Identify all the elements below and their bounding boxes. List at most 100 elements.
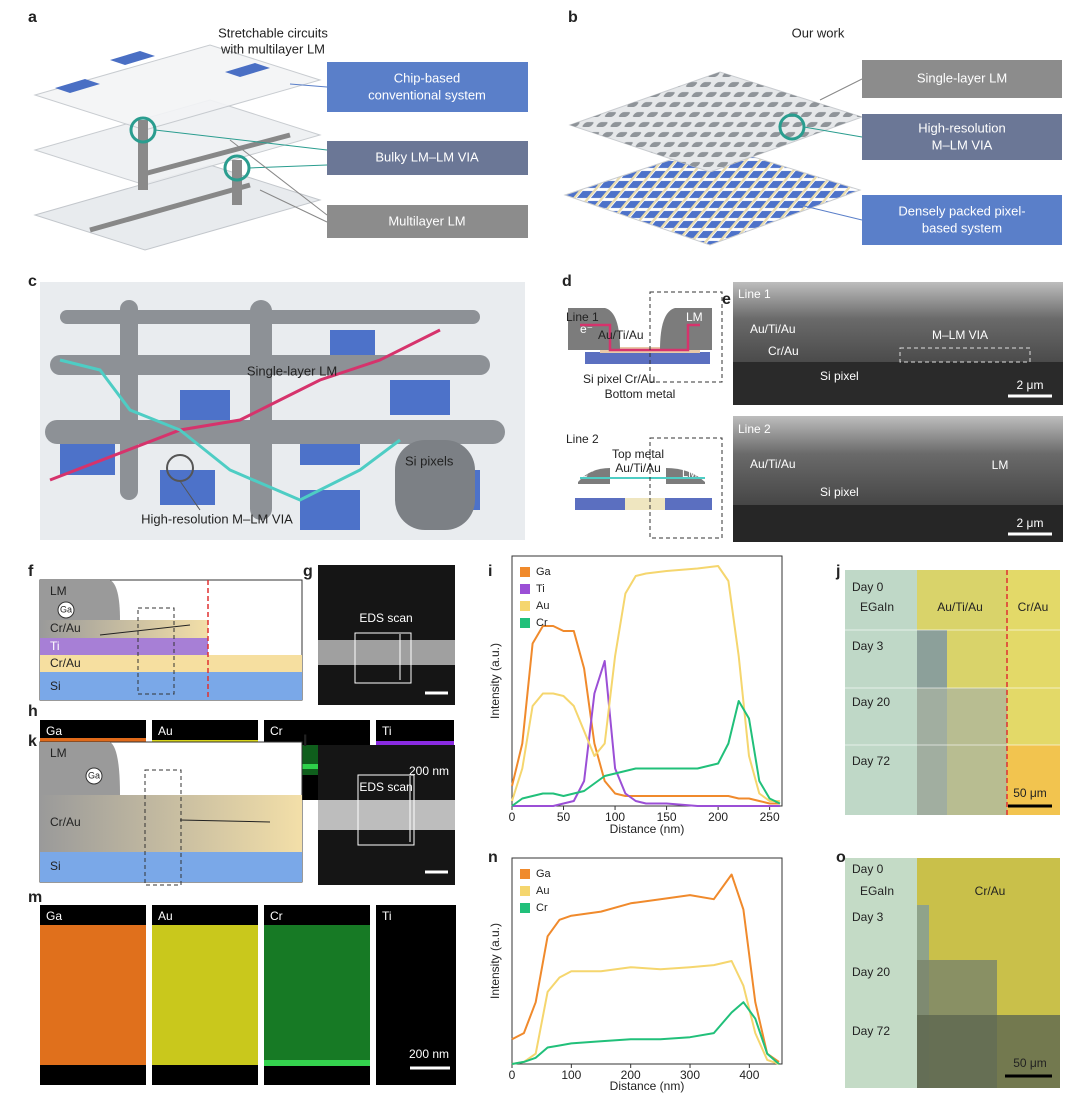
chip [225, 63, 270, 77]
arrow [179, 819, 271, 823]
label: Chip-based [394, 70, 461, 85]
via [232, 160, 242, 205]
legend-swatch [520, 903, 530, 913]
map-signal [264, 1060, 370, 1066]
cr-au-top [40, 620, 208, 638]
label: Day 0 [852, 862, 884, 876]
series-line [511, 1001, 780, 1065]
legend-swatch [520, 886, 530, 896]
label: Si pixels [405, 453, 454, 468]
label: Cr/Au [975, 884, 1006, 898]
label: M–LM VIA [932, 328, 988, 342]
crau-region [1007, 745, 1060, 815]
label: Au/Ti/Au [615, 461, 661, 475]
label: Our work [792, 25, 845, 40]
sem-e [733, 282, 1063, 542]
leader [229, 139, 328, 216]
x-tick-label: 50 [557, 810, 571, 824]
label: EDS scan [359, 611, 412, 625]
leader [819, 78, 863, 101]
label: Ga [46, 724, 62, 738]
egain-region [845, 858, 917, 1088]
label: Day 0 [852, 580, 884, 594]
x-tick-label: 300 [680, 1068, 700, 1082]
label: Si pixel [820, 485, 859, 499]
label: Cr/Au [1018, 600, 1049, 614]
label: Au [158, 909, 173, 923]
pixel [180, 390, 230, 420]
si [40, 852, 302, 882]
label: Day 20 [852, 695, 890, 709]
label: Multilayer LM [388, 213, 465, 228]
label: Densely packed pixel- [898, 203, 1025, 218]
label: Au/Ti/Au [937, 600, 983, 614]
cr-au [40, 795, 302, 852]
si-pixel [585, 352, 710, 364]
label: e⁻ [582, 468, 594, 480]
label: 200 nm [409, 764, 449, 778]
leader [259, 189, 328, 223]
label: Bottom metal [605, 387, 676, 401]
x-tick-label: 200 [621, 1068, 641, 1082]
x-tick-label: 100 [605, 810, 625, 824]
label: Au/Ti/Au [598, 328, 644, 342]
legend-label: Ti [536, 583, 545, 595]
label: j [835, 563, 840, 580]
map-signal [40, 925, 146, 1065]
label: Si pixel [583, 372, 622, 386]
label: Top metal [612, 447, 664, 461]
label: High-resolution [918, 120, 1005, 135]
tem-layer [318, 800, 455, 830]
lm-trace [139, 132, 291, 178]
pixel [330, 330, 375, 355]
map-signal [152, 925, 258, 1065]
label: based system [922, 220, 1002, 235]
label: a [28, 9, 37, 26]
series-line [512, 660, 780, 807]
zoom-box [649, 291, 723, 383]
sem-layer [733, 505, 1063, 542]
leader [799, 204, 863, 221]
label: Line 2 [566, 432, 599, 446]
schematic-a [33, 44, 528, 251]
label: Line 1 [738, 287, 771, 301]
via [138, 120, 148, 190]
series-line [511, 873, 780, 1063]
label: Cr/Au [50, 815, 81, 829]
scan-box [354, 632, 412, 684]
label: Cr/Au [625, 372, 656, 386]
y-axis-label: Intensity (a.u.) [488, 923, 502, 999]
lm-block [395, 440, 475, 530]
current-path [580, 323, 700, 352]
label: Au/Ti/Au [750, 322, 796, 336]
label: Single-layer LM [917, 70, 1007, 85]
label: e⁻ [580, 322, 593, 336]
leader [154, 129, 328, 151]
label: EDS scan [359, 780, 412, 794]
metal [625, 498, 665, 510]
label: Day 3 [852, 910, 884, 924]
box [327, 205, 528, 238]
legend-swatch [520, 618, 530, 628]
label: b [568, 9, 578, 26]
box [327, 62, 528, 112]
label: Stretchable circuits [218, 25, 328, 40]
y-axis-label: Intensity (a.u.) [488, 643, 502, 719]
label: Line 1 [566, 310, 599, 324]
lm [568, 308, 620, 350]
map-signal [264, 925, 370, 1065]
label: Line 2 [738, 422, 771, 436]
label: Day 72 [852, 754, 890, 768]
egain-region [845, 570, 917, 815]
x-tick-label: 100 [561, 1068, 581, 1082]
leader [289, 83, 328, 88]
box [862, 114, 1062, 160]
path-teal [59, 358, 401, 502]
label: 50 μm [1013, 1056, 1047, 1070]
label: Cr/Au [50, 621, 81, 635]
plot-frame [511, 857, 783, 1065]
x-axis-label: Distance (nm) [610, 822, 685, 836]
zoom-box [137, 607, 175, 695]
legend-label: Cr [536, 617, 548, 629]
chip [55, 79, 100, 93]
